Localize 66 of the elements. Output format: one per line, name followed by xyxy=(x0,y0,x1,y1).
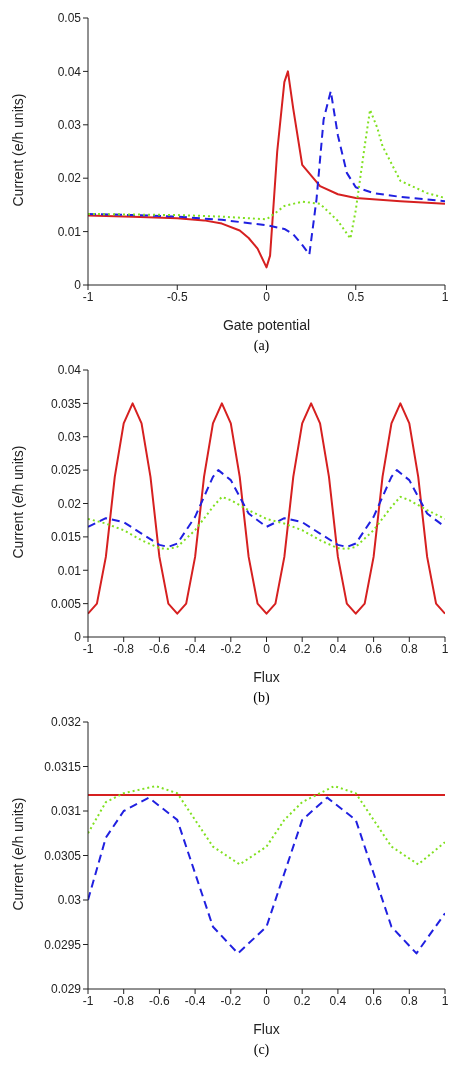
line-series xyxy=(88,90,445,256)
x-tick-label: -0.4 xyxy=(184,641,206,656)
x-tick-label: -0.5 xyxy=(166,289,188,304)
x-tick-label: 0 xyxy=(263,641,271,656)
text: (a) xyxy=(252,338,271,355)
y-tick-label: 0.01 xyxy=(57,563,82,578)
y-tick-label: 0.025 xyxy=(50,463,82,478)
y-tick-label: 0.03 xyxy=(57,430,82,445)
y-tick-label: 0.029 xyxy=(50,982,82,997)
x-tick-label: 0.6 xyxy=(365,641,383,656)
x-tick-label: 0.5 xyxy=(347,289,365,304)
x-tick-label: -0.4 xyxy=(184,993,206,1008)
y-tick-label: 0.0315 xyxy=(44,759,82,774)
y-tick-label: 0.0295 xyxy=(44,937,82,952)
x-tick-label: -1 xyxy=(82,993,94,1008)
line-series xyxy=(88,70,445,269)
y-tick-label: 0 xyxy=(74,630,82,645)
y-tick-label: 0 xyxy=(74,278,82,293)
x-axis-title: Flux xyxy=(253,669,280,685)
y-axis-title: Current (e/h units) xyxy=(9,445,26,559)
line-series xyxy=(88,402,445,615)
x-tick-label: -1 xyxy=(82,289,94,304)
line-series xyxy=(88,108,445,240)
x-tick-label: -0.2 xyxy=(220,993,242,1008)
y-tick-label: 0.0305 xyxy=(44,848,82,863)
x-tick-label: -0.6 xyxy=(149,993,171,1008)
line-series xyxy=(88,495,445,550)
line-series xyxy=(88,469,445,548)
x-tick-label: 0.8 xyxy=(400,993,418,1008)
y-tick-label: 0.015 xyxy=(50,530,82,545)
y-tick-label: 0.05 xyxy=(57,11,82,26)
line-series xyxy=(88,796,445,955)
x-tick-label: -0.8 xyxy=(113,641,135,656)
y-tick-label: 0.03 xyxy=(57,893,82,908)
x-axis-title: Gate potential xyxy=(222,317,311,333)
x-tick-label: -1 xyxy=(82,641,94,656)
y-tick-label: 0.005 xyxy=(50,596,82,611)
x-tick-label: 0 xyxy=(263,289,271,304)
y-tick-label: 0.032 xyxy=(50,715,82,730)
x-tick-label: 1 xyxy=(441,289,449,304)
y-axis-title: Current (e/h units) xyxy=(9,797,26,911)
x-tick-label: 0.2 xyxy=(293,993,311,1008)
line-series xyxy=(88,785,445,866)
text: (c) xyxy=(252,1042,271,1059)
y-tick-label: 0.035 xyxy=(50,396,82,411)
x-tick-label: -0.2 xyxy=(220,641,242,656)
x-tick-label: -0.8 xyxy=(113,993,135,1008)
y-tick-label: 0.031 xyxy=(50,804,82,819)
x-tick-label: 0 xyxy=(263,993,271,1008)
x-tick-label: 0.8 xyxy=(400,641,418,656)
x-tick-label: 1 xyxy=(441,641,449,656)
x-axis-title: Flux xyxy=(253,1021,280,1037)
text: (b) xyxy=(252,690,271,707)
y-tick-label: 0.02 xyxy=(57,171,82,186)
y-tick-label: 0.01 xyxy=(57,224,82,239)
x-tick-label: 1 xyxy=(441,993,449,1008)
y-tick-label: 0.04 xyxy=(57,363,82,378)
y-tick-label: 0.03 xyxy=(57,118,82,133)
x-tick-label: -0.6 xyxy=(149,641,171,656)
y-axis-title: Current (e/h units) xyxy=(9,93,26,207)
y-tick-label: 0.02 xyxy=(57,496,82,511)
x-tick-label: 0.4 xyxy=(329,993,347,1008)
y-tick-label: 0.04 xyxy=(57,64,82,79)
x-tick-label: 0.2 xyxy=(293,641,311,656)
x-tick-label: 0.6 xyxy=(365,993,383,1008)
x-tick-label: 0.4 xyxy=(329,641,347,656)
